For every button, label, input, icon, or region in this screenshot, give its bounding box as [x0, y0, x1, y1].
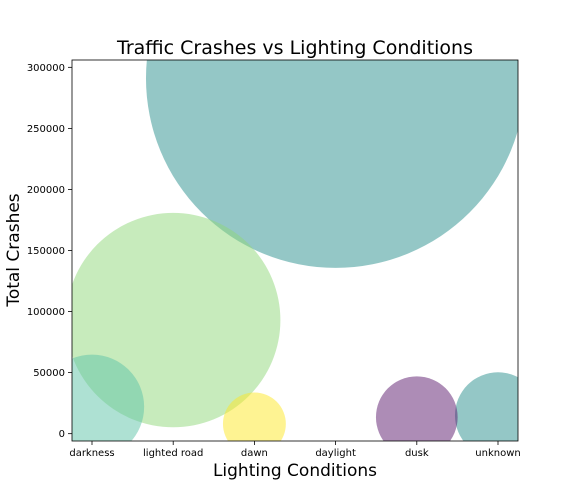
x-tick-label: lighted road: [143, 448, 203, 459]
y-axis-label: Total Crashes: [4, 193, 24, 307]
bubble-dusk: [375, 376, 458, 441]
y-tick-label: 200000: [27, 185, 65, 196]
y-tick-label: 150000: [27, 246, 65, 257]
x-tick-label: dusk: [405, 448, 429, 459]
chart-title: Traffic Crashes vs Lighting Conditions: [116, 37, 473, 59]
y-tick-label: 100000: [27, 307, 65, 318]
x-tick-label: unknown: [475, 448, 520, 459]
x-tick-label: daylight: [315, 448, 356, 459]
x-axis-ticks: darkness lighted road dawn daylight dusk unkn…: [69, 441, 521, 459]
bubble-unknown: [454, 372, 518, 441]
bubble-daylight: [146, 60, 518, 268]
bubble-darkness: [72, 354, 145, 441]
y-axis-ticks: 0 50000 100000 150000 200000 250000 300000: [27, 63, 72, 440]
y-tick-label: 300000: [27, 63, 65, 74]
x-axis-label: Lighting Conditions: [213, 461, 377, 481]
y-tick-label: 0: [59, 429, 65, 440]
bubble-dawn: [222, 392, 286, 441]
x-tick-label: darkness: [69, 448, 114, 459]
x-tick-label: dawn: [241, 448, 268, 459]
y-tick-label: 250000: [27, 124, 65, 135]
bubble-layer: [72, 60, 518, 441]
y-tick-label: 50000: [33, 368, 65, 379]
